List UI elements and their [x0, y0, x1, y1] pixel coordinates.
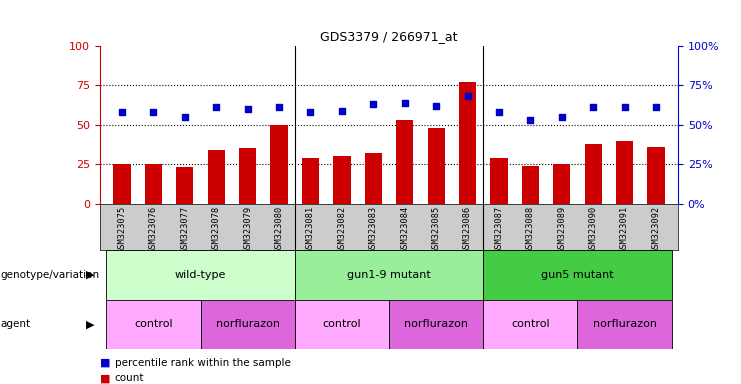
Text: GSM323082: GSM323082: [337, 206, 346, 253]
Bar: [365, 153, 382, 204]
Bar: [106, 300, 201, 349]
Point: [556, 114, 568, 120]
Bar: [522, 166, 539, 204]
Text: control: control: [134, 319, 173, 329]
Text: GSM323075: GSM323075: [118, 206, 127, 253]
Text: ▶: ▶: [87, 270, 95, 280]
Point: [399, 100, 411, 106]
Bar: [201, 300, 295, 349]
Text: norflurazon: norflurazon: [216, 319, 279, 329]
Bar: [459, 82, 476, 204]
Point: [242, 106, 253, 112]
Text: ■: ■: [100, 358, 110, 368]
Bar: [585, 144, 602, 204]
Text: GSM323090: GSM323090: [588, 206, 598, 253]
Bar: [106, 250, 295, 300]
Bar: [302, 158, 319, 204]
Text: norflurazon: norflurazon: [593, 319, 657, 329]
Bar: [428, 128, 445, 204]
Text: control: control: [511, 319, 550, 329]
Bar: [616, 141, 634, 204]
Bar: [396, 120, 413, 204]
Bar: [144, 164, 162, 204]
Bar: [648, 147, 665, 204]
Point: [431, 103, 442, 109]
Point: [147, 109, 159, 115]
Text: GSM323081: GSM323081: [306, 206, 315, 253]
Bar: [483, 300, 577, 349]
Text: GSM323088: GSM323088: [526, 206, 535, 253]
Bar: [270, 125, 288, 204]
Point: [588, 104, 599, 111]
Bar: [295, 250, 483, 300]
Point: [179, 114, 190, 120]
Point: [368, 101, 379, 108]
Bar: [113, 164, 130, 204]
Bar: [333, 156, 350, 204]
Point: [525, 117, 536, 123]
Bar: [239, 149, 256, 204]
Text: GSM323089: GSM323089: [557, 206, 566, 253]
Text: GSM323083: GSM323083: [369, 206, 378, 253]
Text: count: count: [115, 373, 144, 383]
Text: GSM323078: GSM323078: [212, 206, 221, 253]
Text: GSM323087: GSM323087: [494, 206, 503, 253]
Text: GSM323091: GSM323091: [620, 206, 629, 253]
Point: [650, 104, 662, 111]
Point: [305, 109, 316, 115]
Bar: [207, 150, 225, 204]
Text: percentile rank within the sample: percentile rank within the sample: [115, 358, 290, 368]
Text: GSM323076: GSM323076: [149, 206, 158, 253]
Text: agent: agent: [0, 319, 30, 329]
Bar: [553, 164, 571, 204]
Text: GSM323084: GSM323084: [400, 206, 409, 253]
Text: wild-type: wild-type: [175, 270, 226, 280]
Title: GDS3379 / 266971_at: GDS3379 / 266971_at: [320, 30, 458, 43]
Bar: [491, 158, 508, 204]
Text: ■: ■: [100, 373, 110, 383]
Text: GSM323079: GSM323079: [243, 206, 252, 253]
Text: GSM323077: GSM323077: [180, 206, 190, 253]
Text: genotype/variation: genotype/variation: [0, 270, 99, 280]
Text: GSM323085: GSM323085: [432, 206, 441, 253]
Point: [462, 93, 473, 99]
Bar: [577, 300, 672, 349]
Point: [619, 104, 631, 111]
Text: gun1-9 mutant: gun1-9 mutant: [347, 270, 431, 280]
Text: ▶: ▶: [87, 319, 95, 329]
Bar: [483, 250, 672, 300]
Point: [210, 104, 222, 111]
Text: gun5 mutant: gun5 mutant: [541, 270, 614, 280]
Point: [336, 108, 348, 114]
Text: GSM323092: GSM323092: [651, 206, 660, 253]
Text: GSM323086: GSM323086: [463, 206, 472, 253]
Text: GSM323080: GSM323080: [275, 206, 284, 253]
Point: [493, 109, 505, 115]
Bar: [295, 300, 389, 349]
Text: control: control: [322, 319, 361, 329]
Point: [273, 104, 285, 111]
Text: norflurazon: norflurazon: [404, 319, 468, 329]
Bar: [389, 300, 483, 349]
Bar: [176, 167, 193, 204]
Point: [116, 109, 128, 115]
